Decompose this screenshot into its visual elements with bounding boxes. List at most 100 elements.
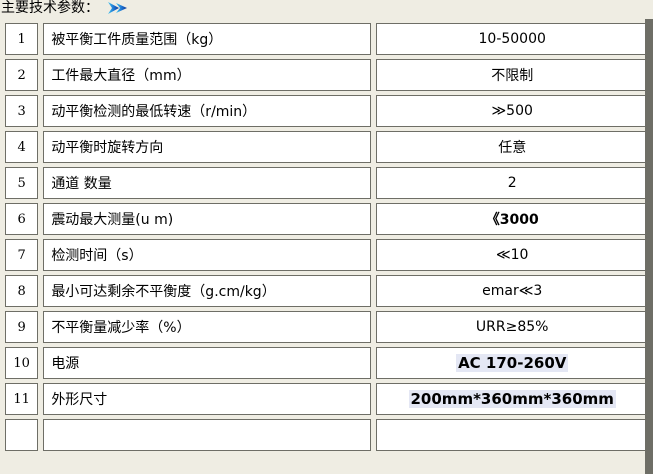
row-number-cell: 2	[5, 59, 39, 91]
row-number-cell: 3	[5, 95, 39, 127]
table-row: 2 工件最大直径（mm） 不限制	[5, 59, 648, 91]
table-row: 3 动平衡检测的最低转速（r/min） ≫500	[5, 95, 648, 127]
parameter-name-cell: 不平衡量减少率（%）	[43, 311, 372, 343]
parameter-name: 最小可达剩余不平衡度（g.cm/kg）	[51, 284, 276, 300]
parameter-name: 外形尺寸	[51, 392, 108, 408]
row-number: 1	[17, 31, 26, 47]
parameter-name-cell: 最小可达剩余不平衡度（g.cm/kg）	[43, 275, 372, 307]
table-row	[5, 419, 648, 451]
parameter-name-cell: 通道 数量	[43, 167, 372, 199]
parameter-value: 不限制	[491, 68, 534, 84]
row-number: 2	[17, 67, 26, 83]
parameter-value-wrap: ≫500	[377, 103, 647, 119]
blue-arrow-icon	[107, 1, 129, 15]
parameter-value-wrap: URR≥85%	[377, 319, 647, 335]
row-number: 3	[17, 103, 26, 119]
parameter-value-wrap: 《3000	[377, 209, 647, 229]
row-number: 5	[17, 175, 26, 191]
parameter-name: 通道 数量	[51, 176, 112, 192]
parameter-name-cell: 被平衡工件质量范围（kg）	[43, 23, 372, 55]
parameter-name: 检测时间（s）	[51, 248, 143, 264]
parameter-name-cell	[43, 419, 372, 451]
parameter-name-cell: 外形尺寸	[43, 383, 372, 415]
parameter-value: 10-50000	[478, 31, 546, 47]
parameter-value-wrap: 不限制	[377, 65, 647, 85]
parameter-value-cell: ≫500	[376, 95, 648, 127]
table-row: 4 动平衡时旋转方向 任意	[5, 131, 648, 163]
parameter-value-wrap: ≪10	[377, 247, 647, 263]
section-header: 主要技术参数：	[0, 0, 653, 19]
row-number: 6	[17, 211, 26, 227]
parameter-value-wrap: 10-50000	[377, 31, 647, 47]
parameter-name: 不平衡量减少率（%）	[51, 320, 191, 336]
parameter-value: 《3000	[485, 212, 539, 228]
parameter-value-wrap: 2	[377, 175, 647, 191]
specifications-table: 1 被平衡工件质量范围（kg） 10-50000 2 工件最大直径（mm） 不限制 3 动平衡…	[0, 19, 653, 455]
parameter-name: 动平衡时旋转方向	[51, 140, 164, 156]
parameter-name: 工件最大直径（mm）	[51, 68, 191, 84]
parameter-value: ≫500	[491, 103, 533, 119]
parameter-name-cell: 检测时间（s）	[43, 239, 372, 271]
parameter-value: 任意	[498, 140, 527, 156]
row-number: 11	[13, 391, 30, 407]
table-row: 11 外形尺寸 200mm*360mm*360mm	[5, 383, 648, 415]
table-row: 1 被平衡工件质量范围（kg） 10-50000	[5, 23, 648, 55]
parameter-value-cell: 《3000	[376, 203, 648, 235]
row-number-cell: 9	[5, 311, 39, 343]
parameter-value-cell: 任意	[376, 131, 648, 163]
table-right-edge-top	[645, 0, 653, 19]
row-number-cell: 11	[5, 383, 39, 415]
parameter-name: 震动最大测量(u m)	[51, 212, 174, 228]
parameter-value-cell: 10-50000	[376, 23, 648, 55]
table-row: 8 最小可达剩余不平衡度（g.cm/kg） emar≪3	[5, 275, 648, 307]
parameter-name: 被平衡工件质量范围（kg）	[51, 32, 223, 48]
table-row: 9 不平衡量减少率（%） URR≥85%	[5, 311, 648, 343]
row-number: 10	[13, 355, 30, 371]
row-number: 9	[17, 319, 26, 335]
table-row: 7 检测时间（s） ≪10	[5, 239, 648, 271]
parameter-value-cell: AC 170-260V	[376, 347, 648, 379]
parameter-value-cell: URR≥85%	[376, 311, 648, 343]
row-number-cell: 1	[5, 23, 39, 55]
parameter-value-cell: ≪10	[376, 239, 648, 271]
parameter-name: 动平衡检测的最低转速（r/min）	[51, 104, 257, 120]
parameter-name-cell: 动平衡时旋转方向	[43, 131, 372, 163]
parameter-value-highlighted: AC 170-260V	[456, 354, 569, 372]
parameter-value-wrap: AC 170-260V	[377, 354, 647, 372]
parameter-value-highlighted: 200mm*360mm*360mm	[408, 390, 616, 408]
row-number-cell	[5, 419, 39, 451]
table-row: 5 通道 数量 2	[5, 167, 648, 199]
row-number-cell: 10	[5, 347, 39, 379]
parameter-name-cell: 电源	[43, 347, 372, 379]
parameter-value: ≪10	[495, 247, 529, 263]
row-number: 7	[17, 247, 26, 263]
table-right-edge	[645, 19, 653, 474]
table-row: 6 震动最大测量(u m) 《3000	[5, 203, 648, 235]
parameter-value-wrap: 200mm*360mm*360mm	[377, 390, 647, 408]
row-number-cell: 5	[5, 167, 39, 199]
parameter-value-wrap: emar≪3	[377, 283, 647, 299]
row-number: 4	[17, 139, 26, 155]
table-row: 10 电源 AC 170-260V	[5, 347, 648, 379]
parameter-name-cell: 工件最大直径（mm）	[43, 59, 372, 91]
row-number-cell: 8	[5, 275, 39, 307]
page-title: 主要技术参数：	[1, 0, 99, 16]
parameter-name-cell: 动平衡检测的最低转速（r/min）	[43, 95, 372, 127]
row-number-cell: 4	[5, 131, 39, 163]
parameter-name: 电源	[51, 356, 80, 372]
parameter-name-cell: 震动最大测量(u m)	[43, 203, 372, 235]
parameter-value-cell: emar≪3	[376, 275, 648, 307]
parameter-value: emar≪3	[482, 283, 543, 299]
parameter-value-wrap: 任意	[377, 137, 647, 157]
parameter-value-cell: 不限制	[376, 59, 648, 91]
row-number: 8	[17, 283, 26, 299]
specifications-table-body: 1 被平衡工件质量范围（kg） 10-50000 2 工件最大直径（mm） 不限制 3 动平衡…	[5, 23, 648, 451]
row-number-cell: 6	[5, 203, 39, 235]
parameter-value: 2	[507, 175, 517, 191]
parameter-value-cell: 200mm*360mm*360mm	[376, 383, 648, 415]
parameter-value-cell	[376, 419, 648, 451]
parameter-value: URR≥85%	[475, 319, 549, 335]
row-number-cell: 7	[5, 239, 39, 271]
parameter-value-cell: 2	[376, 167, 648, 199]
